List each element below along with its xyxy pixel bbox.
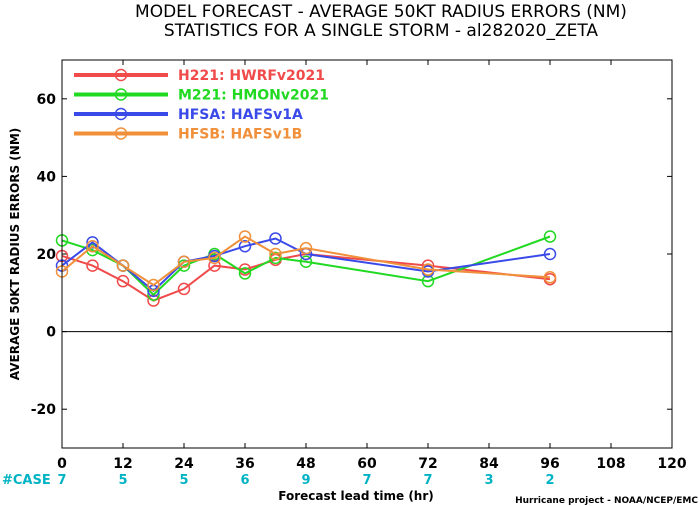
data-point: [299, 241, 313, 255]
legend-label: H221: HWRFv2021: [178, 68, 325, 84]
data-point: [147, 278, 160, 292]
case-count: 7: [57, 473, 66, 488]
x-tick-label: 60: [357, 456, 377, 472]
data-point: [238, 267, 252, 280]
legend: H221: HWRFv2021 M221: HMONv2021 HFSA: HAFS…: [74, 68, 329, 143]
x-tick-label: 24: [174, 456, 194, 472]
data-point: [86, 259, 99, 272]
legend-label: M221: HMONv2021: [178, 88, 329, 104]
data-point: [116, 259, 130, 272]
x-tick-label: 120: [657, 456, 686, 472]
x-tick-label: 0: [57, 456, 67, 472]
x-axis-label: Forecast lead time (hr): [278, 489, 434, 503]
y-axis-label: AVERAGE 50KT RADIUS ERRORS (NM): [8, 128, 22, 380]
case-count: 7: [362, 473, 371, 488]
credit-text: Hurricane project - NOAA/NCEP/EMC: [515, 496, 698, 506]
case-count: 9: [301, 473, 310, 488]
y-tick-label: 40: [37, 169, 57, 185]
data-point: [177, 255, 191, 269]
x-tick-label: 12: [113, 456, 132, 472]
case-label: #CASE: [2, 473, 51, 488]
legend-swatch-marker: [114, 68, 128, 82]
case-count: 2: [545, 473, 554, 488]
x-tick-label: 72: [418, 456, 437, 472]
plot-frame: [61, 59, 673, 449]
legend-label: HFSB: HAFSv1B: [178, 127, 302, 143]
data-point: [269, 251, 282, 265]
series-line: [61, 237, 551, 293]
legend-label: HFSA: HAFSv1A: [178, 107, 303, 123]
legend-swatch-marker: [114, 88, 128, 101]
case-count: 3: [484, 473, 493, 488]
chart-title: MODEL FORECAST - AVERAGE 50KT RADIUS ERR…: [135, 2, 627, 22]
y-tick-label: 20: [37, 247, 57, 263]
case-count: 5: [118, 473, 127, 488]
case-count: 5: [179, 473, 188, 488]
series-line: [61, 252, 551, 302]
case-count: 6: [240, 473, 249, 488]
legend-swatch-marker: [114, 127, 128, 140]
data-point: [147, 288, 160, 301]
y-tick-label: 0: [46, 325, 56, 341]
x-tick-label: 96: [540, 456, 559, 472]
chart-subtitle: STATISTICS FOR A SINGLE STORM - al282020…: [164, 21, 599, 41]
data-point: [543, 271, 557, 284]
data-point: [238, 230, 252, 243]
data-point: [238, 239, 252, 253]
data-point: [299, 255, 313, 269]
x-tick-label: 48: [296, 456, 315, 472]
series-line: [61, 235, 551, 287]
data-point: [116, 274, 130, 288]
data-point: [86, 239, 99, 253]
data-point: [421, 263, 435, 276]
y-tick-label: -20: [31, 402, 57, 418]
data-point: [543, 230, 557, 243]
data-point: [208, 251, 221, 265]
x-tick-label: 108: [596, 456, 625, 472]
data-point: [269, 232, 282, 245]
data-point: [86, 236, 99, 249]
y-tick-label: 60: [37, 92, 57, 108]
x-tick-label: 36: [235, 456, 254, 472]
data-point: [269, 247, 282, 261]
case-count: 7: [423, 473, 432, 488]
data-point: [177, 282, 191, 296]
series-line: [61, 235, 551, 297]
legend-swatch-marker: [114, 107, 128, 121]
data-point: [543, 247, 557, 261]
x-tick-label: 84: [479, 456, 499, 472]
